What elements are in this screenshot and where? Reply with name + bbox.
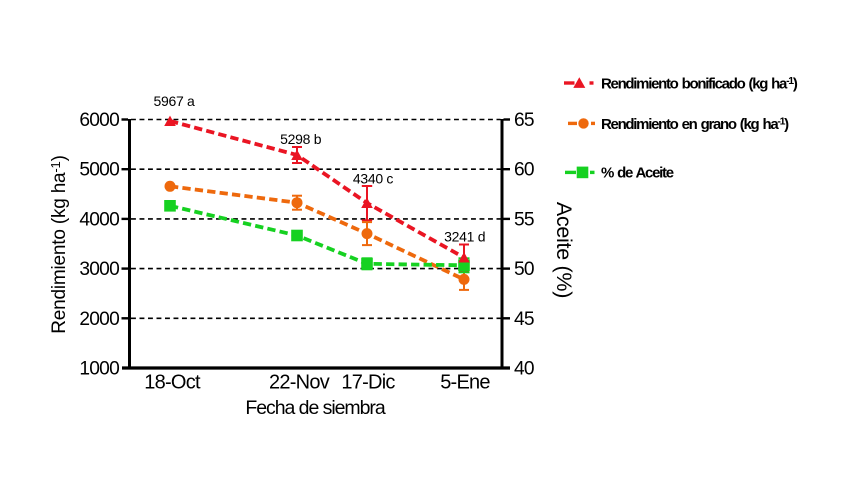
- svg-text:1000: 1000: [79, 359, 119, 380]
- svg-text:17-Dic: 17-Dic: [341, 372, 395, 394]
- svg-text:65: 65: [514, 110, 534, 131]
- svg-text:Aceite (%): Aceite (%): [552, 202, 576, 298]
- svg-text:50: 50: [514, 259, 534, 280]
- svg-text:40: 40: [514, 359, 534, 380]
- svg-text:Rendimiento (kg ha-1): Rendimiento (kg ha-1): [48, 155, 70, 333]
- svg-text:45: 45: [514, 309, 534, 330]
- svg-text:Rendimiento en grano (kg ha-1): Rendimiento en grano (kg ha-1): [601, 116, 789, 134]
- svg-text:6000: 6000: [79, 110, 119, 131]
- svg-text:60: 60: [514, 160, 534, 181]
- svg-text:5967 a: 5967 a: [153, 93, 195, 109]
- svg-text:18-Oct: 18-Oct: [144, 372, 201, 394]
- svg-text:55: 55: [514, 209, 534, 230]
- svg-text:22-Nov: 22-Nov: [269, 372, 330, 394]
- svg-text:5-Ene: 5-Ene: [440, 372, 490, 394]
- svg-text:2000: 2000: [79, 309, 119, 330]
- svg-text:5000: 5000: [79, 160, 119, 181]
- svg-text:3000: 3000: [79, 259, 119, 280]
- svg-text:4340 c: 4340 c: [353, 170, 394, 186]
- svg-text:Rendimiento bonificado (kg ha-: Rendimiento bonificado (kg ha-1): [601, 75, 798, 93]
- svg-text:5298 b: 5298 b: [280, 131, 322, 147]
- svg-text:4000: 4000: [79, 209, 119, 230]
- svg-text:Fecha de siembra: Fecha de siembra: [245, 397, 385, 419]
- svg-text:3241 d: 3241 d: [444, 229, 485, 245]
- svg-text:% de Aceite: % de Aceite: [601, 165, 674, 182]
